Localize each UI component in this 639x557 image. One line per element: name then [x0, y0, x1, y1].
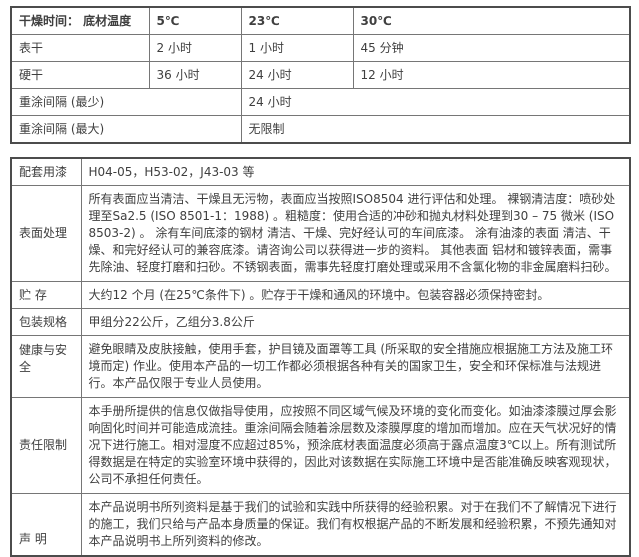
- row-label: 配套用漆: [10, 157, 82, 186]
- cell-value: 24 小时: [240, 61, 354, 89]
- cell-value: 36 小时: [148, 61, 242, 89]
- cell-value: 12 小时: [352, 61, 631, 89]
- table-row-recoat-min: 重涂间隔 (最少) 24 小时: [10, 88, 631, 116]
- row-label: 责任限制: [10, 397, 82, 494]
- row-label: 重涂间隔 (最少): [10, 88, 242, 116]
- cell-value: 1 小时: [240, 34, 354, 62]
- table-row-touch-dry: 表干 2 小时 1 小时 45 分钟: [10, 34, 631, 62]
- table-row-statement: 声 明 本产品说明书所列资料是基于我们的试验和实践中所获得的经验积累。对于在我们…: [10, 493, 631, 557]
- row-label: 健康与安全: [10, 335, 82, 398]
- temp-col-23c: 23℃: [240, 6, 354, 35]
- table-row-hard-dry: 硬干 36 小时 24 小时 12 小时: [10, 61, 631, 89]
- cell-text: 所有表面应当清洁、干燥且无污物，表面应当按照ISO8504 进行评估和处理。 裸…: [80, 185, 631, 282]
- row-label: 表干: [10, 34, 150, 62]
- table-row-header: 干燥时间： 底材温度 5℃ 23℃ 30℃: [10, 6, 631, 35]
- table-row-surface-treatment: 表面处理 所有表面应当清洁、干燥且无污物，表面应当按照ISO8504 进行评估和…: [10, 185, 631, 282]
- row-label: 声 明: [10, 493, 82, 557]
- table-row-health-safety: 健康与安全 避免眼睛及皮肤接触，使用手套，护目镜及面罩等工具 (所采取的安全措施…: [10, 335, 631, 398]
- table-row-storage: 贮 存 大约12 个月 (在25℃条件下) 。贮存于干燥和通风的环境中。包装容器…: [10, 281, 631, 309]
- temp-col-30c: 30℃: [352, 6, 631, 35]
- table-row-compatible-paints: 配套用漆 H04-05，H53-02，J43-03 等: [10, 157, 631, 186]
- cell-value: 24 小时: [240, 88, 631, 116]
- row-label: 重涂间隔 (最大): [10, 115, 242, 144]
- cell-text: 大约12 个月 (在25℃条件下) 。贮存于干燥和通风的环境中。包装容器必须保持…: [80, 281, 631, 309]
- cell-text: H04-05，H53-02，J43-03 等: [80, 157, 631, 186]
- drying-time-table: 干燥时间： 底材温度 5℃ 23℃ 30℃ 表干 2 小时 1 小时 45 分钟…: [10, 6, 631, 144]
- cell-text: 本产品说明书所列资料是基于我们的试验和实践中所获得的经验积累。对于在我们不了解情…: [80, 493, 631, 557]
- cell-text: 本手册所提供的信息仅做指导使用，应按照不同区域气候及环境的变化而变化。如油漆漆膜…: [80, 397, 631, 494]
- temp-col-5c: 5℃: [148, 6, 242, 35]
- table-row-recoat-max: 重涂间隔 (最大) 无限制: [10, 115, 631, 144]
- drying-header-label: 干燥时间： 底材温度: [10, 6, 150, 35]
- product-info-table: 配套用漆 H04-05，H53-02，J43-03 等 表面处理 所有表面应当清…: [10, 157, 631, 557]
- table-row-liability: 责任限制 本手册所提供的信息仅做指导使用，应按照不同区域气候及环境的变化而变化。…: [10, 397, 631, 494]
- row-label: 表面处理: [10, 185, 82, 282]
- datasheet-page: { "drying_table": { "header": { "label":…: [10, 6, 631, 557]
- row-label: 贮 存: [10, 281, 82, 309]
- cell-value: 2 小时: [148, 34, 242, 62]
- cell-text: 避免眼睛及皮肤接触，使用手套，护目镜及面罩等工具 (所采取的安全措施应根据施工方…: [80, 335, 631, 398]
- table-row-packaging: 包装规格 甲组分22公斤，乙组分3.8公斤: [10, 308, 631, 336]
- row-label: 包装规格: [10, 308, 82, 336]
- cell-text: 甲组分22公斤，乙组分3.8公斤: [80, 308, 631, 336]
- cell-value: 无限制: [240, 115, 631, 144]
- row-label: 硬干: [10, 61, 150, 89]
- cell-value: 45 分钟: [352, 34, 631, 62]
